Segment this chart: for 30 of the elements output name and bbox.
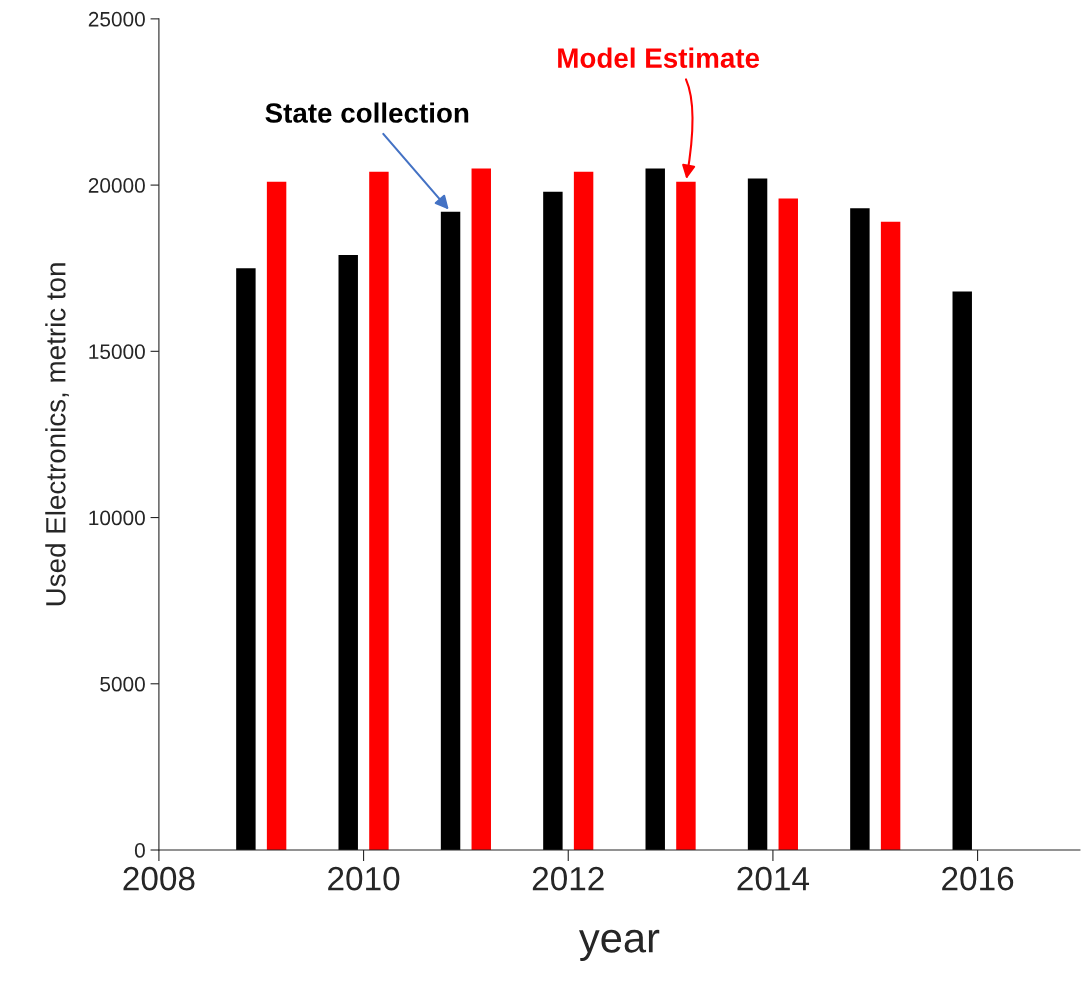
bar [676, 181, 696, 851]
x-axis-title: year [578, 929, 660, 961]
bar [440, 211, 461, 851]
y-tick-label: 15000 [89, 344, 145, 360]
bar [266, 181, 287, 851]
bar [645, 168, 665, 851]
y-tick-label: 0 [134, 843, 145, 858]
y-tick-label: 25000 [88, 11, 145, 27]
y-tick-label: 20000 [88, 178, 145, 193]
bar [880, 221, 901, 851]
bar [471, 168, 491, 851]
x-tick-label: 2016 [942, 866, 1014, 891]
y-axis-title: Used Electronics, metric ton [45, 263, 69, 606]
text: State collection [265, 102, 469, 123]
bar [573, 171, 594, 851]
x-tick-label: 2014 [737, 866, 810, 891]
bar [952, 291, 972, 851]
x-tick-label: 2012 [532, 866, 604, 891]
bar [543, 191, 563, 851]
y-tick-label: 10000 [89, 510, 145, 526]
bar [369, 171, 389, 851]
x-tick-label: 2010 [328, 866, 400, 891]
y-tick-label: 5000 [100, 676, 145, 692]
bar [338, 254, 358, 851]
x-tick-label: 2008 [123, 866, 195, 891]
bar [747, 178, 768, 851]
bar [850, 208, 870, 851]
text: Model Estimate [558, 47, 760, 68]
bar [236, 268, 256, 851]
bar [778, 198, 798, 851]
